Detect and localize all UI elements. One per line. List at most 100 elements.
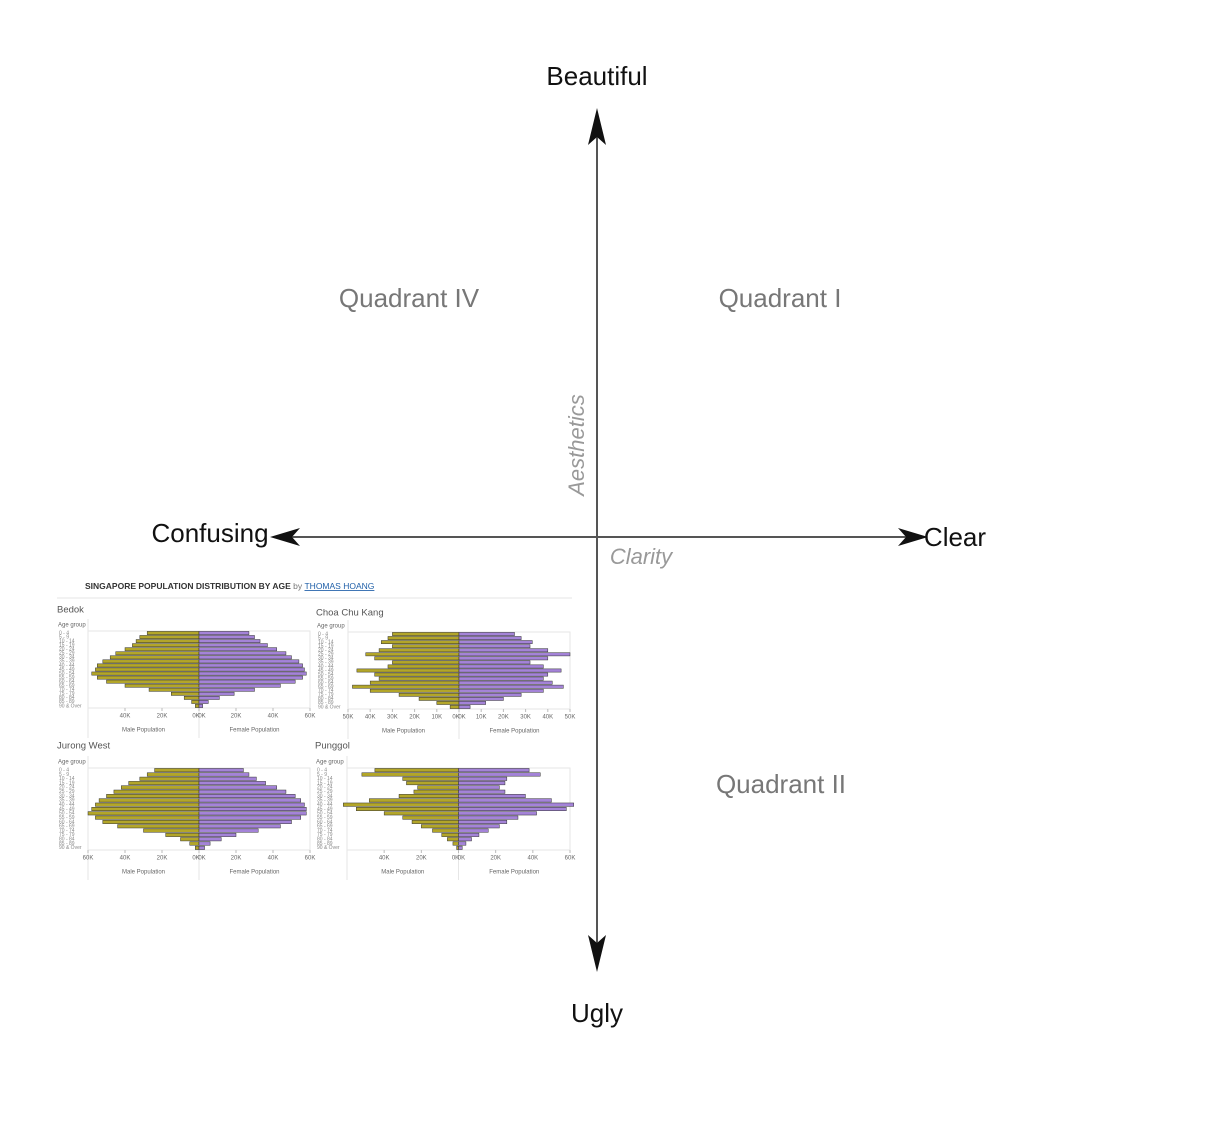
author-link[interactable]: THOMAS HOANG (304, 581, 374, 591)
age-label: 45 - 49 (59, 667, 75, 673)
arrowheads (270, 108, 928, 972)
male-bar (456, 845, 459, 850)
female-bar (198, 794, 296, 799)
female-bar (198, 675, 303, 680)
female-bar (198, 776, 257, 781)
male-bar (97, 663, 200, 668)
female-bar (198, 811, 307, 816)
female-bar (458, 701, 486, 705)
age-label: 75 - 79 (59, 691, 75, 697)
age-label: 5 - 9 (318, 635, 328, 641)
age-label: 75 - 79 (317, 832, 333, 838)
male-bar (406, 781, 459, 786)
female-bar (198, 781, 266, 786)
arrow-left (270, 528, 300, 546)
male-bar (398, 794, 459, 799)
age-axis-label: Age group (58, 623, 86, 629)
age-label: 70 - 74 (317, 828, 333, 834)
age-label: 40 - 44 (317, 802, 333, 808)
inset-title: SINGAPORE POPULATION DISTRIBUTION BY AGE… (85, 581, 374, 591)
male-bar (361, 772, 459, 777)
age-label: 80 - 84 (59, 837, 75, 843)
female-bar (458, 789, 506, 794)
age-axis-label: Age group (317, 624, 345, 630)
male-bar (109, 655, 200, 660)
panel-name: Punggol (315, 741, 350, 752)
age-label: 90 & Over (318, 704, 341, 710)
x-tick-label: 40K (120, 856, 131, 862)
male-bar (102, 659, 200, 664)
female-bar (458, 705, 471, 709)
male-bar (447, 837, 459, 842)
female-bar (198, 663, 303, 668)
female-bar (458, 807, 567, 811)
female-bar (458, 832, 480, 837)
x-tick-label: 40K (542, 715, 553, 721)
age-label: 40 - 44 (59, 663, 75, 669)
age-label: 65 - 69 (59, 824, 75, 830)
female-bar (458, 656, 549, 661)
age-label: 45 - 49 (59, 806, 75, 812)
age-label: 75 - 79 (318, 692, 334, 698)
female-bar (458, 632, 515, 636)
male-bar (383, 811, 459, 816)
female-bar (198, 691, 235, 696)
female-bar (198, 635, 255, 639)
male-bar (441, 832, 459, 837)
age-label: 30 - 34 (317, 793, 333, 799)
x-tick-label: 40K (527, 856, 538, 862)
age-label: 50 - 54 (59, 671, 75, 677)
female-bar (458, 680, 553, 685)
male-bar (146, 772, 200, 777)
age-label: 55 - 59 (318, 676, 334, 682)
female-bar (458, 636, 522, 640)
x-tick-label: 60K (305, 714, 316, 720)
x-tick-label: 50K (343, 715, 354, 721)
male-bar (374, 768, 459, 773)
male-bar (356, 668, 460, 673)
male-bar (128, 781, 200, 786)
age-label: 15 - 19 (59, 643, 75, 649)
female-bar (198, 643, 268, 648)
x-tick-label: 60K (305, 856, 316, 862)
female-bar (198, 789, 287, 794)
female-bar (458, 785, 500, 790)
age-label: 50 - 54 (59, 811, 75, 817)
male-bar (117, 824, 200, 829)
x-tick-label: 20K (231, 714, 242, 720)
male-bar (378, 648, 460, 653)
female-bar (198, 798, 301, 803)
age-label: 65 - 69 (317, 824, 333, 830)
male-bar (378, 676, 460, 681)
axes (290, 130, 910, 955)
x-tick-label: 20K (490, 856, 501, 862)
age-label: 0 - 4 (59, 767, 69, 773)
age-label: 10 - 14 (59, 776, 75, 782)
male-bar (98, 798, 200, 803)
age-label: 10 - 14 (59, 638, 75, 644)
male-bar (402, 815, 459, 820)
age-label: 35 - 39 (317, 798, 333, 804)
x-tick-label: 0K (198, 714, 205, 720)
quadrant-label: Quadrant II (716, 769, 846, 799)
female-bar (198, 631, 250, 635)
male-bar (106, 794, 200, 799)
male-bar (436, 701, 460, 705)
age-label: 60 - 64 (59, 819, 75, 825)
female-bar (458, 640, 533, 645)
age-label: 55 - 59 (59, 815, 75, 821)
female-bar (198, 647, 277, 652)
female-bar (458, 768, 530, 773)
female-bar (458, 672, 549, 677)
female-bar (458, 798, 552, 803)
age-label: 20 - 24 (59, 647, 75, 653)
x-tick-label: 30K (387, 715, 398, 721)
arrow-down (588, 935, 606, 972)
axis-left: Confusing (151, 518, 268, 548)
axis-title: Male Population (122, 728, 165, 734)
male-bar (171, 691, 200, 696)
panel-name: Jurong West (57, 741, 111, 752)
male-bar (146, 631, 200, 635)
panel-name: Choa Chu Kang (316, 608, 384, 619)
female-bar (198, 837, 222, 842)
